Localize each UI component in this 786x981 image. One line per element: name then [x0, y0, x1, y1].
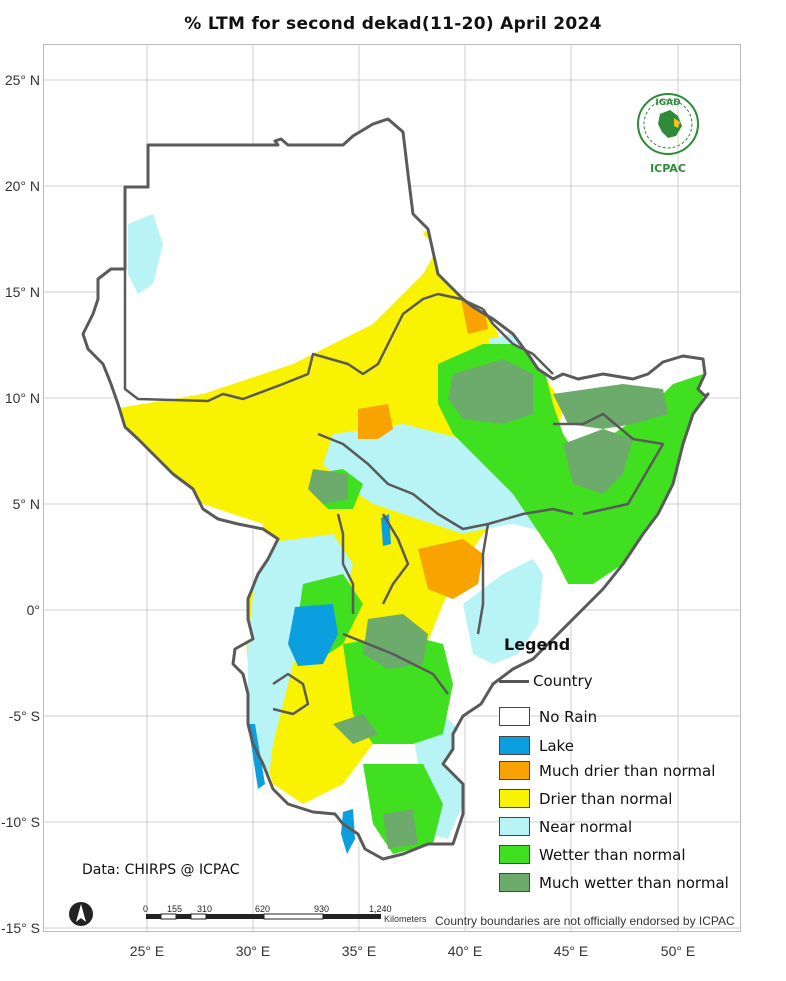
logo-bottom-text: ICPAC: [650, 162, 686, 175]
legend-item: No Rain: [499, 707, 597, 726]
much-wetter-tanzania-west: [333, 714, 378, 744]
scale-bar-graphic: [146, 913, 381, 920]
lon-label-35e: 35° E: [341, 943, 377, 959]
much-drier-kenya-north: [418, 539, 483, 599]
scale-bar: 0 155 310 620 930 1,240: [143, 904, 392, 929]
scale-tick-310: 310: [197, 904, 213, 914]
country-line-swatch: [499, 679, 529, 683]
boundary-disclaimer: Country boundaries are not officially en…: [435, 914, 735, 928]
near-normal-north-sudan: [128, 214, 163, 294]
igad-icpac-logo: IGAD ICPAC: [632, 92, 704, 176]
lat-label-10s: -10° S: [0, 814, 40, 830]
country-borders: [123, 269, 665, 716]
legend-item: Drier than normal: [499, 789, 672, 808]
legend-item-label: Near normal: [539, 817, 633, 836]
lon-label-50e: 50° E: [660, 943, 696, 959]
much-wetter-ethiopia-north: [448, 359, 533, 424]
scale-tick-930: 930: [314, 904, 330, 914]
much-wetter-south-sudan: [308, 469, 348, 504]
legend-item-label: Wetter than normal: [539, 845, 686, 864]
lat-label-15n: 15° N: [4, 284, 40, 300]
scale-tick-0: 0: [143, 904, 149, 914]
much-wetter-kenya: [363, 614, 428, 669]
lat-label-10n: 10° N: [4, 390, 40, 406]
scale-unit: Kilometers: [384, 914, 427, 924]
legend-item-label: Lake: [539, 736, 574, 755]
rainfall-map: [43, 44, 741, 932]
logo-top-text: IGAD: [655, 98, 681, 108]
legend-item: Wetter than normal: [499, 845, 686, 864]
lat-label-5s: -5° S: [8, 708, 40, 724]
legend-item: Much drier than normal: [499, 761, 715, 780]
much-drier-south-sudan: [358, 404, 393, 439]
lake-malawi: [341, 809, 355, 854]
map-title: % LTM for second dekad(11-20) April 2024: [184, 14, 602, 34]
legend-item-label: Drier than normal: [539, 789, 673, 808]
legend-swatch: [499, 817, 530, 836]
lat-label-5n: 5° N: [12, 496, 40, 512]
scale-tick-155: 155: [167, 904, 183, 914]
legend-swatch: [499, 736, 530, 755]
data-source: Data: CHIRPS @ ICPAC: [82, 862, 240, 878]
wetter-somalia-south: [603, 504, 643, 554]
legend-swatch: [499, 873, 530, 892]
igad-emblem-icon: [637, 93, 699, 155]
legend-item: Much wetter than normal: [499, 873, 729, 892]
wetter-tanzania-south: [363, 764, 443, 854]
legend-item: Lake: [499, 736, 574, 755]
legend-item-label: Much drier than normal: [539, 761, 716, 780]
legend-swatch: [499, 761, 530, 780]
near-normal-kenya-east: [463, 559, 543, 664]
lat-label-0: 0°: [26, 602, 40, 618]
legend-title: Legend: [504, 635, 571, 654]
north-arrow: [67, 900, 95, 933]
lat-label-25n: 25° N: [4, 72, 40, 88]
legend-item-label: Much wetter than normal: [539, 873, 729, 892]
north-arrow-icon: [69, 902, 93, 926]
lon-label-40e: 40° E: [447, 943, 483, 959]
lon-label-45e: 45° E: [553, 943, 589, 959]
legend-swatch: [499, 789, 530, 808]
lon-label-25e: 25° E: [129, 943, 165, 959]
wetter-tanzania-north: [343, 634, 453, 744]
scale-tick-620: 620: [255, 904, 271, 914]
legend-item: Near normal: [499, 817, 632, 836]
legend-swatch: [499, 845, 530, 864]
lake-victoria: [288, 604, 338, 666]
lon-label-30e: 30° E: [235, 943, 271, 959]
much-wetter-ethiopia-east: [563, 429, 633, 494]
legend-swatch: [499, 707, 530, 726]
legend-country-row: Country: [499, 672, 593, 690]
lat-label-15s: -15° S: [0, 920, 40, 936]
legend-item-label: No Rain: [539, 707, 598, 726]
scale-tick-1240: 1,240: [369, 904, 392, 914]
lat-label-20n: 20° N: [4, 178, 40, 194]
much-wetter-somaliland: [553, 384, 668, 429]
much-wetter-tanzania-south: [383, 809, 418, 849]
map-frame: [43, 44, 741, 932]
legend-country-label: Country: [533, 672, 593, 690]
